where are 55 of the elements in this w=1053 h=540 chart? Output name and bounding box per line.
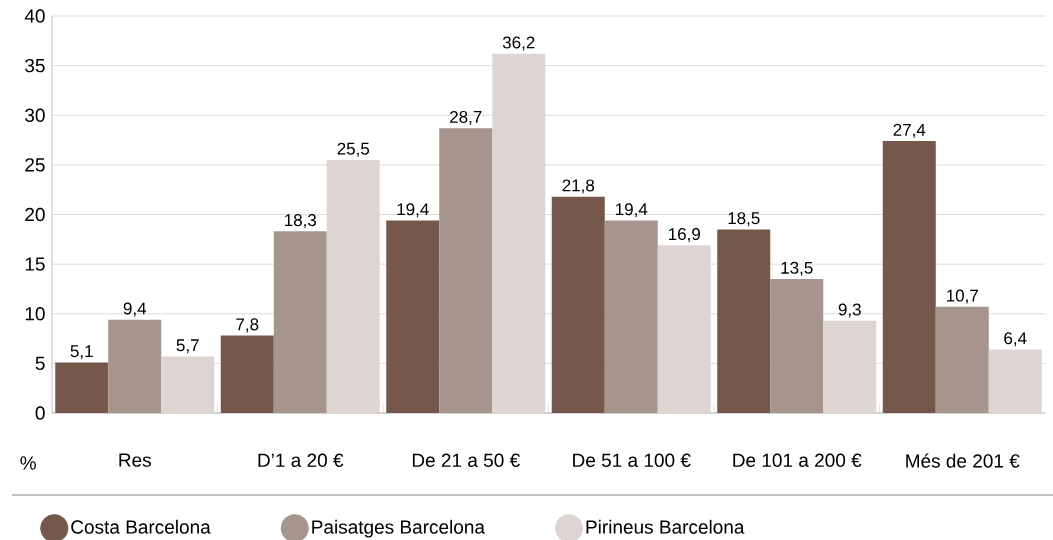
data-label: 9,4 — [123, 302, 147, 317]
data-label: 21,8 — [562, 179, 595, 194]
bar — [657, 245, 711, 413]
y-tick-label: 40 — [24, 9, 45, 23]
bar — [551, 196, 605, 413]
bar — [882, 141, 936, 413]
data-label: 25,5 — [337, 142, 370, 157]
bar — [935, 306, 989, 413]
x-tick-label: De 101 a 200 € — [733, 453, 862, 467]
data-label: 19,4 — [616, 203, 648, 218]
bar — [386, 220, 440, 413]
x-tick-label: Res — [119, 453, 151, 467]
y-axis-title: % — [20, 456, 36, 470]
bar — [108, 319, 162, 413]
y-tick-label: 35 — [25, 58, 45, 73]
data-label: 9,3 — [838, 303, 861, 318]
bar — [717, 229, 771, 413]
x-tick-label: De 51 a 100 € — [573, 453, 691, 467]
bar — [439, 128, 493, 413]
data-label: 27,4 — [893, 123, 926, 138]
bar — [492, 53, 546, 413]
bar — [988, 349, 1042, 413]
x-tick-label: Més de 201 € — [906, 453, 1020, 468]
data-label: 10,7 — [947, 289, 978, 304]
bar — [220, 335, 274, 413]
bar — [161, 356, 215, 413]
y-tick-label: 25 — [25, 158, 45, 172]
data-label: 28,7 — [450, 110, 482, 125]
data-label: 7,8 — [236, 318, 259, 333]
data-label: 18,3 — [285, 214, 317, 229]
data-label: 16,9 — [669, 228, 700, 243]
y-tick-label: 20 — [25, 207, 45, 222]
x-tick-label: De 21 a 50 € — [412, 453, 520, 467]
x-tick-label: D’1 a 20 € — [258, 453, 344, 467]
legend-label: Pirineus Barcelona — [586, 519, 745, 534]
data-label: 5,1 — [70, 345, 93, 360]
legend-label: Costa Barcelona — [71, 519, 211, 534]
y-tick-label: 10 — [25, 307, 45, 321]
bar — [326, 159, 380, 413]
legend-label: Paisatges Barcelona — [312, 519, 485, 538]
bar — [273, 231, 327, 413]
data-label: 6,4 — [1004, 332, 1027, 347]
bar — [55, 362, 109, 413]
bar — [604, 220, 658, 413]
y-tick-label: 30 — [25, 108, 45, 122]
data-label: 5,7 — [176, 339, 199, 354]
data-label: 18,5 — [728, 212, 760, 227]
data-label: 13,5 — [781, 261, 813, 276]
y-tick-label: 15 — [25, 257, 45, 271]
data-label: 19,4 — [397, 203, 429, 218]
bar — [823, 320, 877, 413]
y-tick-label: 5 — [35, 356, 45, 371]
bar — [770, 279, 824, 413]
data-label: 36,2 — [502, 36, 535, 51]
y-tick-label: 0 — [35, 406, 45, 420]
